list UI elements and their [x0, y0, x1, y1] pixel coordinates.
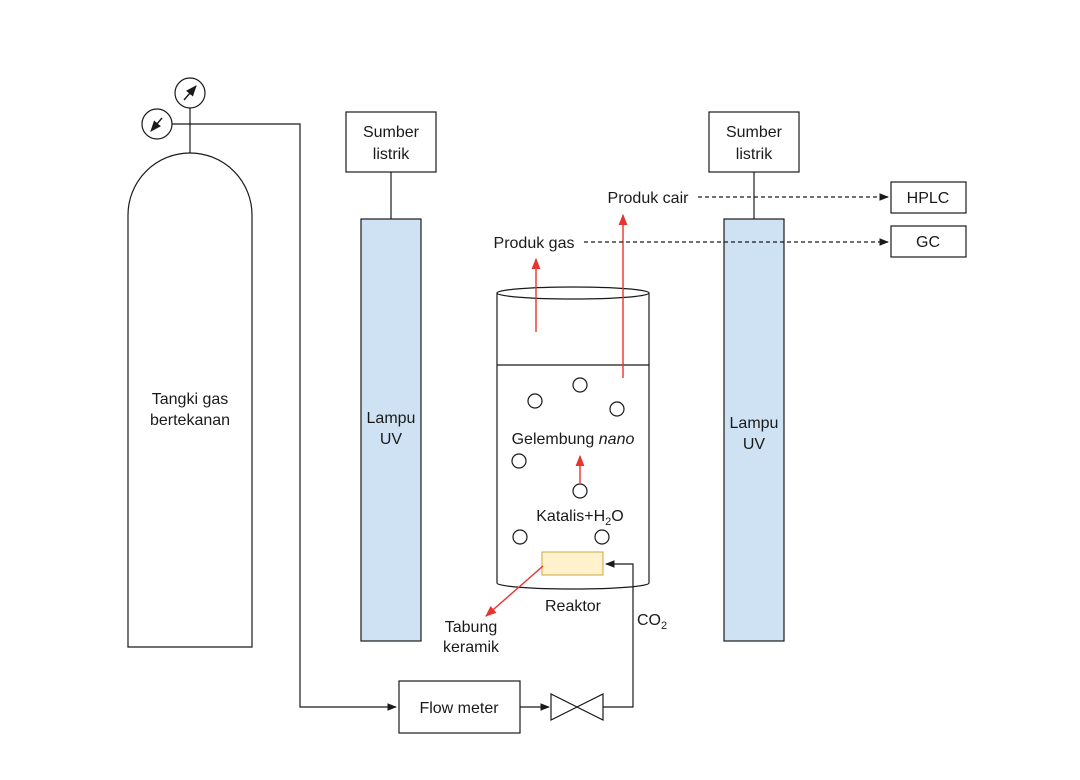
- bubble: [512, 529, 528, 545]
- power-source-left: Sumber listrik: [345, 111, 437, 173]
- ceramic-tube-label-line1: Tabung: [445, 619, 498, 636]
- reactor-label: Reaktor: [545, 598, 602, 615]
- valve-icon: [550, 693, 604, 721]
- bubble: [594, 529, 610, 545]
- gas-tank: Tangki gas bertekanan: [127, 152, 253, 648]
- nano-bubbles-label: Gelembung nano: [512, 431, 635, 448]
- bubble: [572, 377, 588, 393]
- tank-label-line2: bertekanan: [150, 412, 230, 429]
- bubbles: [511, 377, 625, 545]
- flow-meter: Flow meter: [398, 680, 521, 734]
- hplc-label: HPLC: [907, 190, 950, 207]
- co2-feed-line: [603, 560, 634, 708]
- pressure-gauge-icon: [174, 77, 206, 109]
- gas-supply-line: [190, 123, 397, 711]
- hplc-box: HPLC: [890, 181, 967, 214]
- gc-label: GC: [916, 234, 940, 251]
- catalyst-label: Katalis+H2O: [536, 508, 624, 528]
- ceramic-tube-label-line2: keramik: [443, 639, 500, 656]
- lamp-left-line1: Lampu: [367, 410, 416, 427]
- ceramic-pointer-arrow: [485, 565, 544, 617]
- liquid-product-label: Produk cair: [608, 190, 690, 207]
- bubble: [511, 453, 527, 469]
- bubble: [609, 401, 625, 417]
- uv-lamp-left: Lampu UV: [360, 218, 422, 642]
- pressure-gauge-icon: [141, 108, 173, 140]
- ceramic-tube: [541, 551, 604, 576]
- flow-meter-label: Flow meter: [419, 700, 499, 717]
- tank-label-line1: Tangki gas: [152, 391, 229, 408]
- power-left-line2: listrik: [373, 146, 410, 163]
- power-right-line1: Sumber: [726, 124, 783, 141]
- co2-label: CO2: [637, 612, 667, 632]
- bubble: [572, 483, 588, 499]
- lamp-right-line1: Lampu: [730, 415, 779, 432]
- power-left-line1: Sumber: [363, 124, 420, 141]
- bubble: [527, 393, 543, 409]
- power-right-line2: listrik: [736, 146, 773, 163]
- lamp-left-line2: UV: [380, 431, 403, 448]
- lamp-right-line2: UV: [743, 436, 766, 453]
- gc-box: GC: [890, 225, 967, 258]
- power-source-right: Sumber listrik: [708, 111, 800, 173]
- uv-lamp-right: Lampu UV: [723, 218, 785, 642]
- gas-product-label: Produk gas: [494, 235, 575, 252]
